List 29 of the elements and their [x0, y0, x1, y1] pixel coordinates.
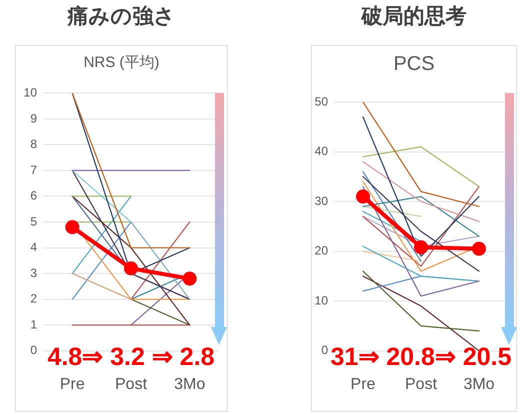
- chart-title: 破局的思考: [360, 4, 468, 30]
- annotation: 31⇒ 20.8⇒ 20.5: [330, 342, 512, 371]
- chart-subtitle: PCS: [392, 53, 436, 76]
- y-tick-label: 7: [30, 162, 38, 177]
- y-tick-label: 1: [30, 317, 38, 332]
- x-tick-label: 3Mo: [174, 376, 206, 393]
- y-tick-label: 3: [30, 266, 38, 280]
- y-tick-label: 5: [30, 214, 38, 228]
- y-tick-label: 8: [30, 137, 38, 152]
- x-tick-label: Post: [404, 376, 438, 393]
- chart-title: 痛みの強さ: [66, 4, 176, 30]
- y-tick-label: 9: [30, 111, 38, 126]
- y-tick-label: 40: [314, 144, 328, 158]
- x-tick-label: Pre: [350, 376, 376, 393]
- y-tick-label: 4: [30, 240, 38, 254]
- y-tick-label: 50: [314, 94, 328, 108]
- y-tick-label: 20: [314, 244, 328, 258]
- chart-subtitle: NRS (平均): [82, 53, 160, 72]
- y-tick-label: 0: [30, 343, 38, 358]
- y-tick-label: 6: [30, 188, 38, 203]
- x-tick-label: 3Mo: [463, 376, 495, 393]
- annotation: 4.8⇒ 3.2 ⇒ 2.8: [47, 342, 215, 371]
- y-tick-label: 30: [314, 194, 328, 208]
- y-tick-label: 10: [24, 86, 38, 100]
- x-tick-label: Post: [114, 376, 148, 393]
- y-tick-label: 2: [30, 292, 38, 306]
- y-tick-label: 10: [314, 293, 328, 308]
- x-tick-label: Pre: [60, 376, 85, 393]
- y-tick-label: 0: [321, 343, 328, 358]
